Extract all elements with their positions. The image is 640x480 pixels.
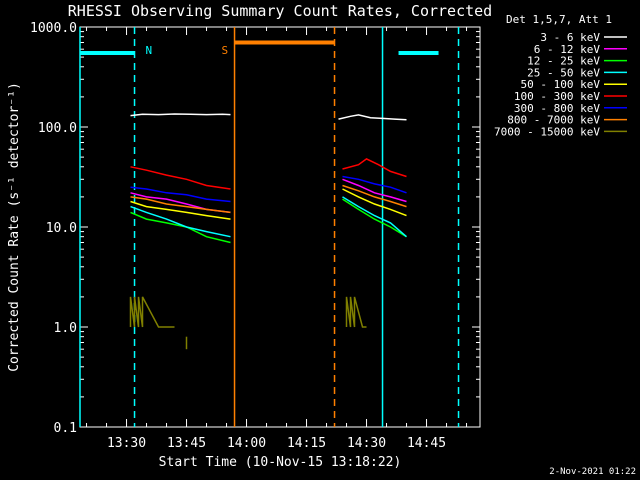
legend-title: Det 1,5,7, Att 1: [506, 13, 612, 26]
x-axis: 13:30 13:45 14:00 14:15 14:30 14:45: [86, 27, 468, 451]
series-line: [342, 196, 407, 238]
series-line: [130, 200, 231, 220]
footer-timestamp: 2-Nov-2021 01:22: [549, 467, 636, 477]
legend-entry-label: 7000 - 15000 keV: [494, 125, 600, 138]
series-line: [130, 205, 231, 238]
series-line: [130, 166, 231, 190]
x-tick-label: 14:30: [347, 436, 386, 451]
series-line: [130, 211, 231, 244]
y-axis: 0.1 1.0 10.0 100.0 1000.0: [30, 21, 480, 436]
legend-entry-label: 300 - 800 keV: [514, 102, 600, 115]
time-markers: [79, 27, 460, 427]
series-line: [342, 198, 407, 238]
x-tick-label: 14:00: [227, 436, 266, 451]
x-tick-label: 14:45: [407, 436, 446, 451]
y-tick-label: 1000.0: [30, 21, 77, 36]
y-tick-label: 10.0: [46, 221, 77, 236]
chart-title: RHESSI Observing Summary Count Rates, Co…: [68, 2, 492, 20]
data-series: [129, 113, 407, 350]
series-line: [130, 186, 231, 203]
status-label-S: S: [222, 44, 229, 57]
series-line: [130, 192, 231, 214]
y-tick-label: 0.1: [54, 421, 77, 436]
series-line: [342, 188, 407, 217]
plot-frame: [79, 26, 481, 428]
y-tick-label: 100.0: [38, 121, 77, 136]
series-line: [129, 296, 175, 328]
x-tick-label: 14:15: [287, 436, 326, 451]
legend-entry-label: 6 - 12 keV: [534, 43, 601, 56]
legend-entry-label: 25 - 50 keV: [527, 66, 600, 79]
x-axis-label: Start Time (10-Nov-15 13:18:22): [159, 455, 402, 470]
legend-entry-label: 50 - 100 keV: [521, 78, 601, 91]
status-label-N: N: [146, 44, 153, 57]
series-line: [342, 178, 407, 203]
series-line: [342, 184, 407, 208]
x-tick-label: 13:30: [107, 436, 146, 451]
x-tick-label: 13:45: [167, 436, 206, 451]
series-line: [130, 196, 231, 214]
series-line: [342, 158, 407, 178]
y-tick-label: 1.0: [54, 321, 77, 336]
y-axis-label: Corrected Count Rate (s⁻¹ detector⁻¹): [7, 82, 22, 372]
series-line: [130, 113, 231, 117]
legend-entry-label: 12 - 25 keV: [527, 55, 600, 68]
legend-entry-label: 3 - 6 keV: [540, 31, 600, 44]
legend-entry-label: 100 - 300 keV: [514, 90, 600, 103]
series-line: [342, 175, 407, 194]
legend-entry-label: 800 - 7000 keV: [507, 114, 600, 127]
series-line: [345, 296, 367, 328]
series-line: [338, 114, 407, 121]
